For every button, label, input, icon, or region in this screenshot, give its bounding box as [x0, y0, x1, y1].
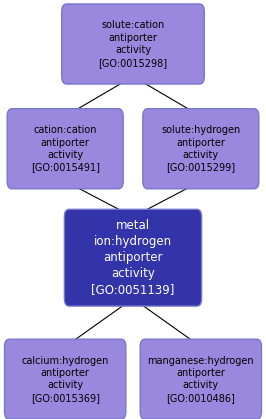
- Text: metal
ion:hydrogen
antiporter
activity
[GO:0051139]: metal ion:hydrogen antiporter activity […: [91, 219, 175, 296]
- FancyBboxPatch shape: [140, 339, 261, 419]
- FancyBboxPatch shape: [5, 339, 126, 419]
- FancyBboxPatch shape: [62, 4, 204, 84]
- Text: solute:cation
antiporter
activity
[GO:0015298]: solute:cation antiporter activity [GO:00…: [98, 21, 168, 67]
- FancyBboxPatch shape: [64, 210, 202, 306]
- Text: solute:hydrogen
antiporter
activity
[GO:0015299]: solute:hydrogen antiporter activity [GO:…: [161, 125, 240, 172]
- FancyBboxPatch shape: [7, 109, 123, 189]
- Text: calcium:hydrogen
antiporter
activity
[GO:0015369]: calcium:hydrogen antiporter activity [GO…: [22, 356, 109, 403]
- Text: cation:cation
antiporter
activity
[GO:0015491]: cation:cation antiporter activity [GO:00…: [31, 125, 100, 172]
- FancyBboxPatch shape: [143, 109, 259, 189]
- Text: manganese:hydrogen
antiporter
activity
[GO:0010486]: manganese:hydrogen antiporter activity […: [148, 356, 254, 403]
